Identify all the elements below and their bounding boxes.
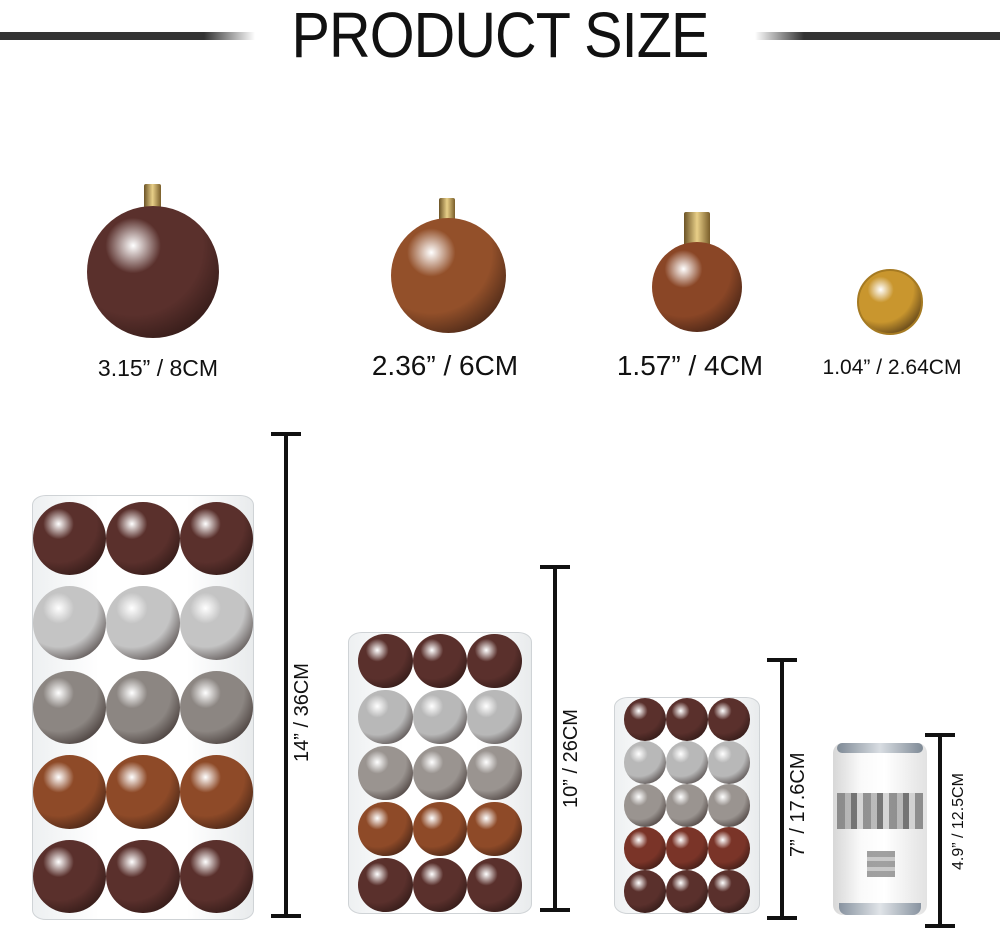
ornament-ball	[33, 755, 107, 829]
ornament-ball	[467, 745, 523, 801]
ornament-label-4cm: 1.57” / 4CM	[616, 350, 764, 381]
ornament-ball	[33, 670, 107, 745]
page-title: PRODUCT SIZE	[291, 0, 710, 71]
ornament-ball	[467, 689, 523, 745]
ornament-ball	[467, 801, 523, 857]
dimension-bar	[284, 434, 288, 916]
dimension-bar	[780, 660, 784, 918]
dimension-bar	[271, 432, 301, 436]
ornament-ball	[106, 840, 180, 914]
can-base	[839, 903, 921, 915]
ornament-ball	[179, 670, 253, 745]
dimension-bar	[938, 735, 942, 926]
ornament-ball	[708, 827, 751, 870]
ornament-ball	[179, 501, 253, 575]
ornament-ball	[412, 745, 468, 801]
can-lid	[837, 743, 923, 753]
ornament-ball	[623, 827, 666, 870]
ornament-8cm	[87, 206, 219, 338]
height-label-can: 4.9” / 12.5CM	[950, 773, 967, 870]
ornament-cap	[439, 198, 455, 222]
ornament-label-8cm: 3.15” / 8CM	[97, 355, 219, 381]
tube-small	[614, 697, 760, 914]
ornament-ball	[467, 633, 523, 689]
ornament-ball	[357, 857, 413, 913]
dimension-bar	[925, 924, 955, 928]
blurred-logo	[837, 793, 923, 829]
ornament-ball	[357, 689, 413, 745]
ornament-ball	[357, 745, 413, 801]
ornament-ball	[708, 870, 751, 913]
ornament-4cm	[652, 242, 742, 332]
ornament-cap	[144, 184, 161, 210]
ornament-ball	[623, 784, 666, 827]
coin	[857, 269, 923, 335]
ornament-ball	[412, 857, 468, 913]
ornament-ball	[412, 801, 468, 857]
ornament-ball	[179, 840, 253, 914]
ornament-ball	[665, 870, 709, 913]
dimension-bar	[540, 565, 570, 569]
blurred-text	[867, 851, 895, 877]
ornament-ball	[467, 857, 523, 913]
dimension-bar	[767, 658, 797, 662]
soda-can	[833, 743, 927, 915]
dimension-bar	[540, 908, 570, 912]
height-label-small: 7” / 17.6CM	[787, 752, 809, 857]
ornament-label-6cm: 2.36” / 6CM	[371, 350, 519, 381]
tube-large	[32, 495, 254, 920]
ornament-ball	[33, 501, 107, 575]
ornament-ball	[623, 741, 666, 784]
ornament-ball	[33, 586, 107, 660]
title-rule-right	[755, 32, 1000, 40]
ornament-ball	[708, 741, 751, 784]
ornament-ball	[106, 501, 180, 575]
ornament-ball	[665, 741, 709, 784]
ornament-ball	[708, 698, 751, 741]
ornament-ball	[623, 698, 666, 741]
ornament-ball	[412, 633, 468, 689]
ornament-ball	[623, 870, 666, 913]
ornament-ball	[357, 633, 413, 689]
ornament-ball	[179, 755, 253, 829]
ornament-cap	[684, 212, 710, 246]
coin-label: 1.04” / 2.64CM	[822, 356, 962, 379]
ornament-ball	[179, 586, 253, 660]
ornament-ball	[412, 689, 468, 745]
title-rule-left	[0, 32, 255, 40]
height-label-large: 14” / 36CM	[291, 663, 313, 762]
dimension-bar	[767, 916, 797, 920]
ornament-ball	[33, 840, 107, 914]
ornament-ball	[708, 784, 751, 827]
dimension-bar	[553, 567, 557, 910]
dimension-bar	[925, 733, 955, 737]
ornament-ball	[665, 698, 709, 741]
tube-medium	[348, 632, 532, 914]
ornament-ball	[665, 827, 709, 870]
ornament-6cm	[391, 218, 506, 333]
ornament-ball	[106, 586, 180, 660]
ornament-ball	[106, 670, 180, 745]
ornament-ball	[106, 755, 180, 829]
height-label-medium: 10” / 26CM	[560, 709, 582, 808]
dimension-bar	[271, 914, 301, 918]
ornament-ball	[357, 801, 413, 857]
ornament-ball	[665, 784, 709, 827]
